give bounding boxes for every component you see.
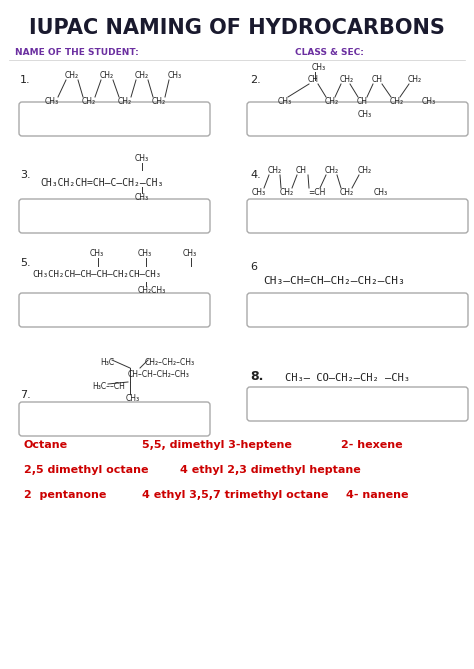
Text: CH₃CH₂CH=CH–C–CH₂–CH₃: CH₃CH₂CH=CH–C–CH₂–CH₃ xyxy=(40,178,164,188)
Text: 2.: 2. xyxy=(250,75,261,85)
Text: CH₂: CH₂ xyxy=(280,188,294,197)
Text: 5.: 5. xyxy=(20,258,31,268)
Text: 7.: 7. xyxy=(20,390,31,400)
Text: 4 ethyl 3,5,7 trimethyl octane: 4 ethyl 3,5,7 trimethyl octane xyxy=(142,490,328,500)
Text: CH₂: CH₂ xyxy=(325,97,339,106)
Text: 4 ethyl 2,3 dimethyl heptane: 4 ethyl 2,3 dimethyl heptane xyxy=(180,465,361,475)
Text: CH₃– CO–CH₂–CH₂ –CH₃: CH₃– CO–CH₂–CH₂ –CH₃ xyxy=(285,373,410,383)
Text: 5,5, dimethyl 3-heptene: 5,5, dimethyl 3-heptene xyxy=(142,440,292,450)
Text: H₃C: H₃C xyxy=(100,358,114,367)
Text: CH₂: CH₂ xyxy=(118,97,132,106)
Text: CH: CH xyxy=(357,97,368,106)
Text: 2,5 dimethyl octane: 2,5 dimethyl octane xyxy=(24,465,148,475)
Text: CH₂CH₃: CH₂CH₃ xyxy=(138,286,166,295)
Text: CH₃: CH₃ xyxy=(422,97,436,106)
Text: CH₂: CH₂ xyxy=(325,166,339,175)
Text: 4.: 4. xyxy=(250,170,261,180)
Text: CH₃: CH₃ xyxy=(183,249,197,258)
Text: CH₃: CH₃ xyxy=(358,110,372,119)
Text: 2- hexene: 2- hexene xyxy=(341,440,403,450)
Text: IUPAC NAMING OF HYDROCARBONS: IUPAC NAMING OF HYDROCARBONS xyxy=(29,18,445,38)
Text: 1.: 1. xyxy=(20,75,31,85)
Text: 3.: 3. xyxy=(20,170,31,180)
FancyBboxPatch shape xyxy=(19,102,210,136)
Text: CH₃–CH=CH–CH₂–CH₂–CH₃: CH₃–CH=CH–CH₂–CH₂–CH₃ xyxy=(263,276,405,286)
Text: CH: CH xyxy=(372,75,383,84)
Text: CH: CH xyxy=(296,166,307,175)
Text: 8.: 8. xyxy=(250,370,264,383)
FancyBboxPatch shape xyxy=(19,402,210,436)
Text: 2  pentanone: 2 pentanone xyxy=(24,490,106,500)
Text: CH₂: CH₂ xyxy=(390,97,404,106)
Text: CH₂: CH₂ xyxy=(358,166,372,175)
FancyBboxPatch shape xyxy=(247,293,468,327)
Text: CH₂: CH₂ xyxy=(135,71,149,80)
Text: CH₃: CH₃ xyxy=(278,97,292,106)
FancyBboxPatch shape xyxy=(19,199,210,233)
Text: CH₂: CH₂ xyxy=(268,166,282,175)
Text: Octane: Octane xyxy=(24,440,68,450)
Text: 4- nanene: 4- nanene xyxy=(346,490,409,500)
Text: CH₃CH₂CH–CH–CH–CH₂CH–CH₃: CH₃CH₂CH–CH–CH–CH₂CH–CH₃ xyxy=(32,270,161,279)
FancyBboxPatch shape xyxy=(247,199,468,233)
Text: CH₃: CH₃ xyxy=(168,71,182,80)
Text: CH₃: CH₃ xyxy=(135,193,149,202)
FancyBboxPatch shape xyxy=(247,102,468,136)
Text: CH₃: CH₃ xyxy=(126,394,140,403)
FancyBboxPatch shape xyxy=(247,387,468,421)
Text: CH: CH xyxy=(308,75,319,84)
Text: CH₂–CH₂–CH₃: CH₂–CH₂–CH₃ xyxy=(145,358,195,367)
Text: CLASS & SEC:: CLASS & SEC: xyxy=(295,48,364,57)
Text: NAME OF THE STUDENT:: NAME OF THE STUDENT: xyxy=(15,48,139,57)
Text: CH₃: CH₃ xyxy=(312,63,326,72)
Text: CH₂: CH₂ xyxy=(152,97,166,106)
Text: CH₃: CH₃ xyxy=(90,249,104,258)
Text: CH₂: CH₂ xyxy=(340,75,354,84)
Text: CH₂: CH₂ xyxy=(65,71,79,80)
Text: 6: 6 xyxy=(250,262,257,272)
Text: CH–CH–CH₂–CH₃: CH–CH–CH₂–CH₃ xyxy=(128,370,190,379)
Text: =CH: =CH xyxy=(308,188,325,197)
Text: CH₂: CH₂ xyxy=(100,71,114,80)
Text: CH₂: CH₂ xyxy=(340,188,354,197)
Text: CH₃: CH₃ xyxy=(252,188,266,197)
FancyBboxPatch shape xyxy=(19,293,210,327)
Text: CH₂: CH₂ xyxy=(408,75,422,84)
Text: CH₃: CH₃ xyxy=(138,249,152,258)
Text: H₃C––CH: H₃C––CH xyxy=(92,382,125,391)
Text: CH₃: CH₃ xyxy=(45,97,59,106)
Text: CH₃: CH₃ xyxy=(374,188,388,197)
Text: CH₃: CH₃ xyxy=(135,154,149,163)
Text: CH₂: CH₂ xyxy=(82,97,96,106)
